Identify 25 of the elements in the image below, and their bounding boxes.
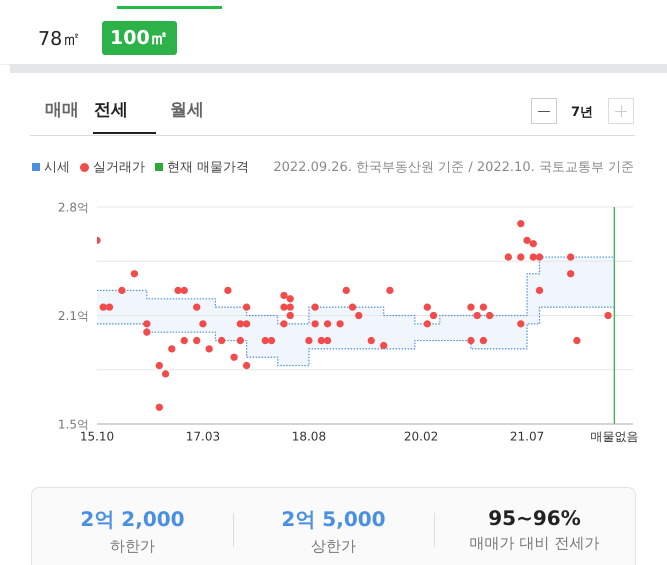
text: 2억 2,000 <box>79 506 186 533</box>
legend-label: 실거래가 <box>92 159 145 176</box>
text: 월세 <box>170 99 204 121</box>
text: 2억 5,000 <box>280 506 387 533</box>
text: 2022.09.26. 한국부동산원 기준 / 2022.10. 국토교통부 기준 <box>273 159 634 176</box>
x-tick-label: 17.03 <box>186 430 220 444</box>
text: 100㎡ <box>102 21 177 55</box>
text: 전세 <box>94 99 128 121</box>
y-tick-label: 2.1억 <box>58 308 89 323</box>
text: 78㎡ <box>38 27 82 52</box>
text: 7년 <box>571 104 594 121</box>
text: 매매가 대비 전세가 <box>468 534 600 553</box>
legend-label: 시세 <box>43 159 70 176</box>
x-tick-label: 21.07 <box>510 430 544 444</box>
legend-label: 현재 매물가격 <box>166 159 250 176</box>
x-tick-label: 15.10 <box>80 430 114 444</box>
text: 상한가 <box>310 537 357 556</box>
text: 95~96% <box>487 506 582 530</box>
text: 하한가 <box>109 537 156 556</box>
y-tick-label: 2.8억 <box>58 200 89 214</box>
text: 매매 <box>45 99 79 121</box>
x-tick-label: 매물없음 <box>590 430 638 444</box>
x-tick-label: 20.02 <box>404 430 438 444</box>
y-tick-label: 1.5억 <box>58 417 89 432</box>
x-tick-label: 18.08 <box>292 430 326 444</box>
